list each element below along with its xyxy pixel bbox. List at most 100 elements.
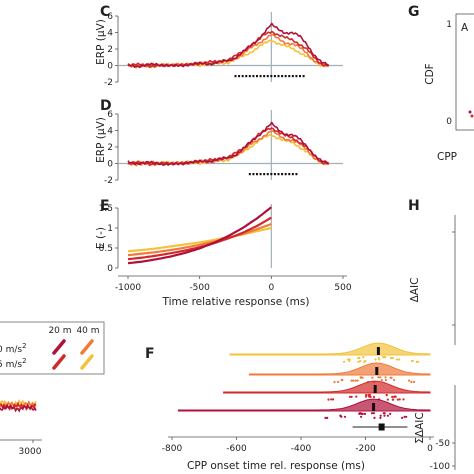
significance-dot [245, 75, 248, 78]
data-point [410, 380, 413, 384]
panel-label-f: F [145, 346, 155, 362]
panel-g-tick-0: 0 [446, 117, 452, 127]
significance-dot [284, 75, 287, 78]
data-point [398, 358, 401, 361]
data-point [372, 395, 376, 398]
data-point [343, 360, 346, 363]
median-marker [372, 403, 376, 411]
significance-dot [256, 173, 258, 176]
significance-dot [288, 75, 291, 78]
panel-g-point [468, 110, 472, 114]
legend-row1: 0 m/s2 [0, 342, 27, 355]
y-tick-label: -2 [104, 176, 113, 186]
legend-col2: 40 m [76, 326, 99, 336]
data-point [384, 356, 387, 359]
panel-label-c: C [100, 4, 110, 20]
legend-row1-sup: 2 [22, 342, 26, 350]
panel-label-e: E [100, 198, 110, 214]
significance-dot [248, 75, 251, 78]
significance-dot [259, 173, 262, 176]
data-point [391, 398, 394, 401]
y-tick-label: 6 [107, 12, 113, 22]
data-point [389, 376, 392, 379]
data-point [384, 378, 388, 382]
significance-dot [277, 173, 280, 176]
panel-label-h: H [408, 198, 420, 214]
y-tick-label: 0.5 [99, 244, 113, 254]
data-point [343, 415, 347, 418]
legend-row2-sup: 2 [22, 357, 26, 365]
significance-dot [248, 173, 251, 176]
x-tick-label: 0 [268, 283, 274, 293]
median-marker [373, 385, 377, 393]
series-line [127, 222, 272, 257]
data-point [358, 356, 361, 360]
panel-h-tick-label: -100 [430, 462, 451, 472]
y-tick-label: 4 [107, 29, 113, 39]
y-tick-label: 0 [107, 62, 113, 72]
y-tick-label: 1 [107, 224, 113, 234]
panel-g-inset-label: A [461, 22, 469, 34]
data-point [359, 359, 362, 363]
x-tick-label: 0 [427, 444, 433, 454]
legend-row1-text: 0 m/s [0, 345, 22, 355]
data-point [379, 376, 382, 379]
panel-g-point [470, 114, 474, 118]
significance-dot [256, 75, 258, 78]
summary-median [378, 423, 385, 431]
data-point [350, 379, 353, 382]
y-tick-label: 0 [107, 264, 113, 274]
data-point [361, 412, 364, 415]
y-tick-label: 2 [107, 143, 113, 153]
data-point [394, 395, 397, 398]
fragment-line [0, 403, 37, 413]
data-point [333, 380, 336, 384]
panel-g-frame [455, 13, 474, 131]
series-line [127, 206, 272, 265]
left-panel-fragment: 3000 [0, 398, 42, 457]
significance-dot [252, 173, 255, 176]
data-point [362, 356, 365, 359]
significance-dot [252, 75, 255, 78]
data-point [339, 414, 342, 417]
significance-dot [270, 75, 273, 78]
series-line [127, 22, 329, 69]
significance-dot [266, 173, 269, 176]
series-line [127, 33, 330, 69]
significance-dot [284, 173, 287, 176]
significance-dot [270, 173, 273, 176]
data-point [379, 416, 382, 419]
data-point [402, 398, 405, 401]
data-point [403, 415, 406, 418]
y-tick-label: -2 [104, 78, 113, 88]
data-point [360, 415, 363, 418]
significance-dot [277, 75, 280, 78]
data-point [327, 398, 330, 401]
x-tick-label: -200 [355, 444, 376, 454]
data-point [359, 376, 362, 379]
data-point [324, 416, 327, 419]
data-point [408, 379, 411, 382]
data-point [330, 398, 333, 401]
data-point [372, 412, 375, 415]
data-point [386, 398, 389, 401]
data-point [389, 412, 392, 415]
significance-dot [302, 75, 305, 78]
data-point [412, 380, 416, 384]
condition-legend: 20 m 40 m 0 m/s2 5 m/s2 [0, 321, 105, 375]
significance-dot [295, 75, 298, 78]
x-tick-label: -800 [162, 444, 183, 454]
median-marker [375, 367, 379, 375]
data-point [390, 356, 393, 360]
data-point [379, 414, 382, 417]
significance-dot [295, 173, 298, 176]
significance-dot [263, 75, 266, 78]
data-point [396, 398, 399, 401]
legend-col1: 20 m [48, 326, 71, 336]
data-point [401, 416, 404, 419]
data-point [374, 358, 377, 361]
significance-dot [234, 75, 237, 78]
data-point [385, 393, 388, 397]
data-point [391, 395, 394, 398]
